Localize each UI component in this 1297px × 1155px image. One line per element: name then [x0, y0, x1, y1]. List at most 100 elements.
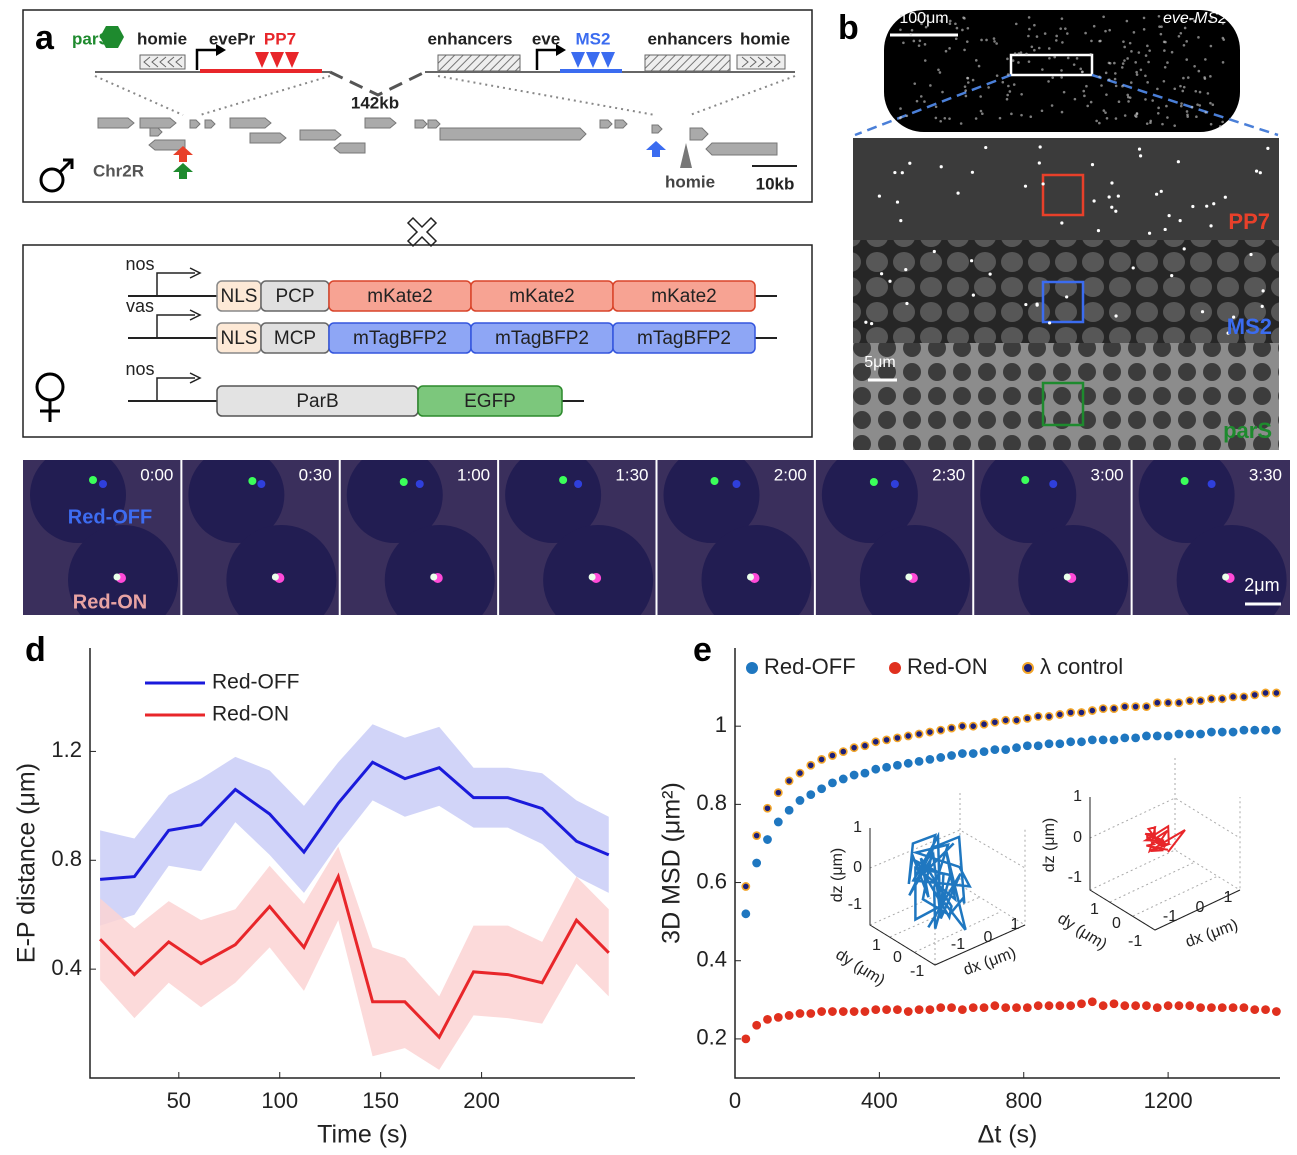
spot [1139, 154, 1142, 157]
nucleus-dot [955, 37, 958, 40]
y-axis-label: E-P distance (μm) [13, 763, 41, 963]
spot-blue [99, 480, 107, 488]
point [1121, 1002, 1128, 1009]
nucleus-dot [1108, 29, 1111, 32]
protein-label: mTagBFP2 [637, 328, 731, 349]
point [1002, 1004, 1009, 1011]
point [1262, 1006, 1269, 1013]
label: MS2 [576, 29, 611, 48]
time-label: 2:00 [774, 465, 807, 484]
spot [1205, 205, 1208, 208]
spot [1138, 147, 1141, 150]
point [829, 752, 836, 759]
x-tick-label: 1200 [1144, 1088, 1193, 1113]
spot-blue [1208, 480, 1216, 488]
nucleus-dot [1073, 63, 1076, 66]
point [1273, 689, 1280, 696]
nucleus-dot [1185, 40, 1188, 43]
point [1056, 1002, 1063, 1009]
point [948, 725, 955, 732]
panel-label: e [693, 631, 712, 669]
inset-tick: 1 [1090, 901, 1099, 918]
point [948, 752, 955, 759]
spot [1038, 161, 1041, 164]
nucleus-dot [948, 47, 951, 50]
point [894, 1006, 901, 1013]
nucleus-dot [1165, 105, 1168, 108]
nucleus-dot [1013, 83, 1016, 86]
nucleus-dot [980, 39, 983, 42]
nucleus-dot [965, 95, 968, 98]
spot [1249, 253, 1252, 256]
x-axis-label: Time (s) [317, 1121, 408, 1149]
nucleus-dot [1007, 73, 1010, 76]
y-tick-label: 0.6 [696, 868, 727, 893]
point [980, 1004, 987, 1011]
nucleus-dot [1093, 25, 1096, 28]
point [1208, 728, 1215, 735]
spot [1259, 171, 1262, 174]
point [1100, 1002, 1107, 1009]
nucleus-dot [1179, 85, 1182, 88]
point [796, 769, 803, 776]
nucleus-dot [1127, 96, 1130, 99]
spot [1177, 160, 1180, 163]
nucleus-dot [1084, 32, 1087, 35]
spot [893, 171, 896, 174]
point [915, 730, 922, 737]
spot-white [114, 574, 121, 581]
label: Red-ON [73, 591, 147, 613]
point [1100, 705, 1107, 712]
point [1219, 728, 1226, 735]
figure: a b c d e parS homie evePr PP7 enhancers… [0, 0, 1297, 1155]
spot [1091, 163, 1094, 166]
nucleus-dot [1044, 32, 1047, 35]
spot [1110, 206, 1113, 209]
label: enhancers [647, 29, 732, 48]
spot-green [248, 477, 256, 485]
nucleus-dot [1108, 62, 1111, 65]
point [1165, 732, 1172, 739]
nucleus-dot [941, 91, 944, 94]
nucleus-dot [1158, 15, 1161, 18]
nucleus-dot [1061, 41, 1064, 44]
nucleus-dot [1156, 88, 1159, 91]
nucleus-dot [1126, 57, 1129, 60]
point [980, 721, 987, 728]
nucleus-dot [1195, 115, 1198, 118]
nucleus-dot [1041, 109, 1044, 112]
point [1056, 711, 1063, 718]
nucleus-dot [963, 49, 966, 52]
point [1186, 697, 1193, 704]
protein-label: mKate2 [367, 286, 432, 307]
band [100, 847, 609, 1070]
embryo-images [853, 10, 1279, 450]
promoter-label: nos [125, 254, 154, 274]
nucleus-dot [981, 112, 984, 115]
point [861, 769, 868, 776]
nucleus-dot [1187, 76, 1190, 79]
point [1013, 1004, 1020, 1011]
time-label: 1:00 [457, 465, 490, 484]
nucleus-dot [920, 95, 923, 98]
point [1132, 703, 1139, 710]
nucleus-dot [1221, 121, 1224, 124]
point [959, 750, 966, 757]
nucleus-dot [1064, 27, 1067, 30]
point [1143, 703, 1150, 710]
point [1219, 1004, 1226, 1011]
point [764, 836, 771, 843]
time-label: 2:30 [932, 465, 965, 484]
nucleus-dot [1115, 85, 1118, 88]
spot-green [400, 478, 408, 486]
nucleus-dot [1135, 71, 1138, 74]
nucleus-dot [1166, 61, 1169, 64]
inset-tick: 0 [984, 929, 993, 946]
nucleus-dot [1029, 115, 1032, 118]
nucleus-dot [1129, 42, 1132, 45]
nucleus-dot [939, 120, 942, 123]
spot [1114, 314, 1117, 317]
point [786, 777, 793, 784]
chart: Red-OFFRed-ON501001502000.40.81.2Time (s… [13, 648, 635, 1149]
nucleus-dot [1163, 80, 1166, 83]
